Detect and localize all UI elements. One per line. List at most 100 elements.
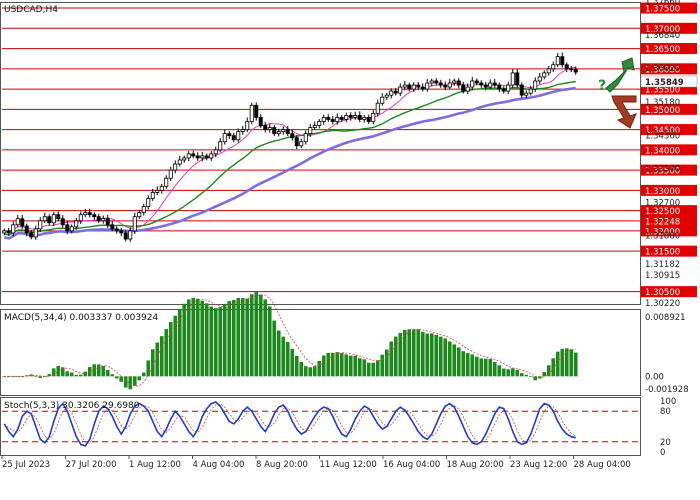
stoch-y-tick: 80 (660, 407, 671, 417)
price-level-label: 1.35500 (645, 86, 680, 96)
macd-title: MACD(5,34,4) 0.003337 0.003924 (4, 313, 159, 323)
candle-body (74, 220, 79, 228)
price-level-label: 1.32500 (645, 207, 680, 217)
candle-body (546, 68, 551, 74)
candle-body (326, 117, 331, 120)
macd-bar (371, 362, 376, 377)
candle-body (519, 84, 524, 96)
candle-body (236, 131, 241, 141)
macd-bar (492, 362, 497, 377)
macd-bar (573, 352, 578, 377)
macd-bar (281, 336, 286, 377)
candle-body (146, 198, 151, 207)
candle-body (11, 224, 16, 234)
candle-body (528, 88, 533, 94)
macd-bar (218, 307, 223, 377)
macd-bar (447, 341, 452, 377)
x-tick-label: 23 Aug 12:00 (510, 460, 567, 470)
macd-bar (330, 352, 335, 377)
candle-body (200, 155, 205, 159)
macd-bar (420, 331, 425, 377)
candle-body (159, 185, 164, 191)
price-level-tag (641, 184, 697, 196)
candle-body (335, 117, 340, 122)
macd-bar (542, 372, 547, 377)
macd-bar (33, 375, 38, 377)
candle-body (474, 80, 479, 84)
price-level-tag (641, 103, 697, 115)
macd-bar (123, 376, 128, 388)
candle-body (227, 133, 232, 137)
macd-bar (78, 374, 83, 377)
candle-body (447, 82, 452, 88)
x-tick-label: 1 Aug 12:00 (129, 460, 181, 470)
macd-bar (83, 371, 88, 377)
candle-body (141, 206, 146, 214)
macd-bar (204, 303, 209, 377)
macd-bar (506, 369, 511, 377)
macd-bar (524, 374, 529, 377)
macd-bar (6, 376, 11, 378)
x-tick-label: 16 Aug 04:00 (383, 460, 440, 470)
candle-body (213, 149, 218, 155)
x-tick-label: 18 Aug 20:00 (447, 460, 504, 470)
candle-body (357, 115, 362, 120)
macd-bar (546, 365, 551, 377)
macd-bar (452, 344, 457, 377)
candle-body (456, 80, 461, 86)
macd-y-ticks: 0.008921 0.00 -0.001928 (645, 313, 689, 395)
candle-body (497, 84, 502, 90)
candle-body (101, 218, 106, 222)
macd-bar (384, 349, 389, 377)
candle-body (155, 189, 160, 193)
price-level-label: 1.34000 (645, 146, 680, 156)
candle-body (114, 228, 119, 232)
price-level-tag (641, 164, 697, 176)
macd-bar (326, 352, 331, 377)
candle-body (389, 90, 394, 96)
macd-histogram (2, 291, 578, 390)
macd-panel-frame (0, 309, 641, 396)
candle-body (276, 131, 281, 135)
candle-body (366, 117, 371, 122)
candle-body (56, 214, 61, 220)
macd-bar (344, 354, 349, 377)
y-tick-label: 1.31880 (645, 232, 680, 242)
candle-body (51, 214, 56, 224)
price-level-tag (641, 286, 697, 298)
macd-bar (411, 329, 416, 377)
macd-bar (222, 304, 227, 377)
candle-body (123, 232, 128, 240)
candle-body (371, 112, 376, 122)
price-level-label: 1.35000 (645, 106, 680, 116)
candle-body (6, 230, 11, 234)
candle-body (281, 129, 286, 133)
x-tick-label: 27 Jul 20:00 (66, 460, 117, 470)
price-level-label: 1.36000 (645, 65, 680, 75)
candle-body (65, 224, 70, 232)
candle-body (263, 125, 268, 130)
candle-body (254, 104, 259, 118)
current-price-tag: 1.35849 (640, 75, 698, 88)
candle-body (348, 115, 353, 118)
macd-bar (74, 374, 79, 377)
macd-bar (191, 297, 196, 377)
macd-bar (141, 372, 146, 377)
macd-bar (254, 291, 259, 377)
candle-body (564, 64, 569, 70)
macd-bar (285, 342, 290, 377)
candle-body (393, 90, 398, 94)
price-level-tag (641, 245, 697, 257)
y-tick-label: 1.34360 (645, 131, 680, 141)
price-level-tag (641, 205, 697, 217)
price-level-tag (641, 124, 697, 136)
candle-body (204, 155, 209, 159)
macd-bar (564, 348, 569, 377)
y-tick-label: 1.36020 (645, 64, 680, 74)
macd-bar (560, 348, 565, 377)
candle-body (470, 80, 475, 88)
macd-bar (474, 356, 479, 377)
candle-body (128, 230, 133, 240)
candle-body (312, 125, 317, 128)
